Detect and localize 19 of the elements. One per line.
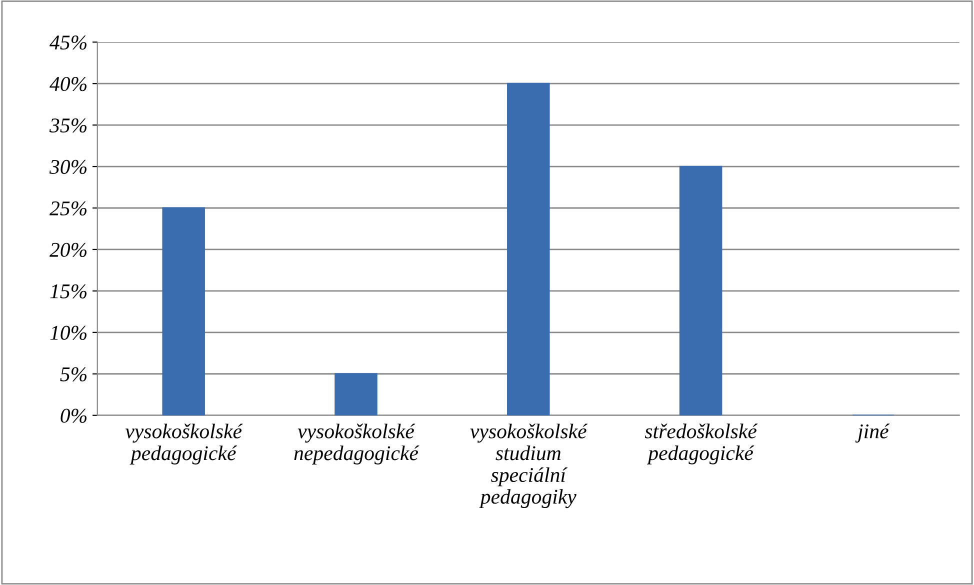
- x-tick-label: jiné: [855, 424, 890, 443]
- bar: [334, 373, 378, 416]
- y-tick-label: 40%: [50, 76, 86, 92]
- bar: [507, 82, 550, 416]
- x-tick-label: vysokoškolské nepedagogické: [294, 424, 420, 464]
- y-tick-label: 35%: [49, 118, 86, 133]
- y-tick-label: 15%: [50, 284, 86, 298]
- bar: [162, 207, 205, 416]
- y-tick-label: 45%: [50, 35, 86, 50]
- y-tick-label: 0%: [60, 408, 86, 423]
- x-tick-label: vysokoškolské studium speciální pedagogiky: [470, 424, 588, 508]
- y-tick-label: 25%: [50, 201, 86, 216]
- y-tick-label: 30%: [49, 160, 86, 174]
- x-tick-label: vysokoškolské pedagogické: [125, 424, 243, 464]
- y-tick-label: 10%: [50, 326, 86, 340]
- y-tick-label: 5%: [60, 367, 86, 382]
- y-tick-label: 20%: [50, 242, 86, 257]
- x-tick-label: středoškolské pedagogické: [644, 424, 758, 464]
- bar: [679, 166, 722, 416]
